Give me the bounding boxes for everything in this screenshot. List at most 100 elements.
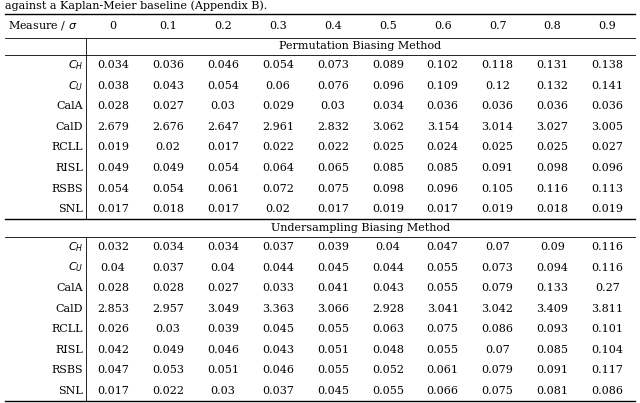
Text: 0.026: 0.026 xyxy=(97,324,129,334)
Text: 0.036: 0.036 xyxy=(536,102,568,111)
Text: 3.005: 3.005 xyxy=(591,122,623,132)
Text: 0.018: 0.018 xyxy=(152,204,184,214)
Text: 0.025: 0.025 xyxy=(536,142,568,152)
Text: 0.04: 0.04 xyxy=(100,262,125,272)
Text: 0.055: 0.055 xyxy=(427,283,459,293)
Text: 0.047: 0.047 xyxy=(427,242,459,252)
Text: 0.036: 0.036 xyxy=(591,102,623,111)
Text: 0.046: 0.046 xyxy=(207,60,239,71)
Text: 0.017: 0.017 xyxy=(317,204,349,214)
Text: 0.055: 0.055 xyxy=(372,386,404,396)
Text: $C_U$: $C_U$ xyxy=(68,79,83,93)
Text: 0.027: 0.027 xyxy=(207,283,239,293)
Text: 0.063: 0.063 xyxy=(372,324,404,334)
Text: 0.061: 0.061 xyxy=(207,183,239,193)
Text: 0.064: 0.064 xyxy=(262,163,294,173)
Text: 0.116: 0.116 xyxy=(591,242,623,252)
Text: Measure / $\sigma$: Measure / $\sigma$ xyxy=(8,19,77,32)
Text: 0.133: 0.133 xyxy=(536,283,568,293)
Text: 0.075: 0.075 xyxy=(317,183,349,193)
Text: RCLL: RCLL xyxy=(52,324,83,334)
Text: $C_U$: $C_U$ xyxy=(68,261,83,274)
Text: 0.04: 0.04 xyxy=(211,262,236,272)
Text: 0.037: 0.037 xyxy=(262,242,294,252)
Text: 2.928: 2.928 xyxy=(372,303,404,314)
Text: 0.02: 0.02 xyxy=(266,204,291,214)
Text: 0.094: 0.094 xyxy=(536,262,568,272)
Text: RSBS: RSBS xyxy=(52,183,83,193)
Text: 0.054: 0.054 xyxy=(262,60,294,71)
Text: 0.073: 0.073 xyxy=(482,262,513,272)
Text: 0.5: 0.5 xyxy=(379,21,397,31)
Text: 0.052: 0.052 xyxy=(372,365,404,375)
Text: 0.042: 0.042 xyxy=(97,345,129,355)
Text: 0.049: 0.049 xyxy=(152,163,184,173)
Text: 0.024: 0.024 xyxy=(427,142,459,152)
Text: 0.104: 0.104 xyxy=(591,345,623,355)
Text: 0.7: 0.7 xyxy=(489,21,506,31)
Text: 0.07: 0.07 xyxy=(485,242,510,252)
Text: 0.054: 0.054 xyxy=(152,183,184,193)
Text: 0.09: 0.09 xyxy=(540,242,565,252)
Text: 0.04: 0.04 xyxy=(375,242,400,252)
Text: 0.131: 0.131 xyxy=(536,60,568,71)
Text: 0.045: 0.045 xyxy=(317,386,349,396)
Text: 0.03: 0.03 xyxy=(321,102,346,111)
Text: 3.041: 3.041 xyxy=(427,303,459,314)
Text: RISL: RISL xyxy=(56,345,83,355)
Text: 0.055: 0.055 xyxy=(317,324,349,334)
Text: 0.019: 0.019 xyxy=(97,142,129,152)
Text: 0.049: 0.049 xyxy=(97,163,129,173)
Text: 3.363: 3.363 xyxy=(262,303,294,314)
Text: 2.679: 2.679 xyxy=(97,122,129,132)
Text: 0.038: 0.038 xyxy=(97,81,129,91)
Text: 0.028: 0.028 xyxy=(152,283,184,293)
Text: 0.086: 0.086 xyxy=(591,386,623,396)
Text: 0.027: 0.027 xyxy=(152,102,184,111)
Text: 0.049: 0.049 xyxy=(152,345,184,355)
Text: 0.1: 0.1 xyxy=(159,21,177,31)
Text: 0.093: 0.093 xyxy=(536,324,568,334)
Text: 0.6: 0.6 xyxy=(434,21,452,31)
Text: 0.066: 0.066 xyxy=(427,386,459,396)
Text: CalA: CalA xyxy=(56,102,83,111)
Text: 3.062: 3.062 xyxy=(372,122,404,132)
Text: 0.03: 0.03 xyxy=(156,324,180,334)
Text: 0.034: 0.034 xyxy=(372,102,404,111)
Text: 0.055: 0.055 xyxy=(427,262,459,272)
Text: 0.116: 0.116 xyxy=(591,262,623,272)
Text: 0.075: 0.075 xyxy=(427,324,459,334)
Text: CalD: CalD xyxy=(56,303,83,314)
Text: 0.051: 0.051 xyxy=(317,345,349,355)
Text: 0.043: 0.043 xyxy=(262,345,294,355)
Text: 0.032: 0.032 xyxy=(97,242,129,252)
Text: 0.117: 0.117 xyxy=(591,365,623,375)
Text: 0.039: 0.039 xyxy=(317,242,349,252)
Text: 3.154: 3.154 xyxy=(427,122,459,132)
Text: 0.03: 0.03 xyxy=(211,386,236,396)
Text: 0.061: 0.061 xyxy=(427,365,459,375)
Text: RISL: RISL xyxy=(56,163,83,173)
Text: 0.096: 0.096 xyxy=(427,183,459,193)
Text: 0.118: 0.118 xyxy=(481,60,513,71)
Text: 0.017: 0.017 xyxy=(427,204,459,214)
Text: 0.046: 0.046 xyxy=(207,345,239,355)
Text: RCLL: RCLL xyxy=(52,142,83,152)
Text: 0.081: 0.081 xyxy=(536,386,568,396)
Text: 0.044: 0.044 xyxy=(262,262,294,272)
Text: 3.811: 3.811 xyxy=(591,303,623,314)
Text: CalA: CalA xyxy=(56,283,83,293)
Text: 0.091: 0.091 xyxy=(481,163,513,173)
Text: 0.085: 0.085 xyxy=(427,163,459,173)
Text: 0.018: 0.018 xyxy=(536,204,568,214)
Text: 0.113: 0.113 xyxy=(591,183,623,193)
Text: 0.03: 0.03 xyxy=(211,102,236,111)
Text: 0.098: 0.098 xyxy=(372,183,404,193)
Text: 0.045: 0.045 xyxy=(317,262,349,272)
Text: 0.4: 0.4 xyxy=(324,21,342,31)
Text: SNL: SNL xyxy=(58,204,83,214)
Text: 0.2: 0.2 xyxy=(214,21,232,31)
Text: SNL: SNL xyxy=(58,386,83,396)
Text: 0.037: 0.037 xyxy=(152,262,184,272)
Text: 0.017: 0.017 xyxy=(97,386,129,396)
